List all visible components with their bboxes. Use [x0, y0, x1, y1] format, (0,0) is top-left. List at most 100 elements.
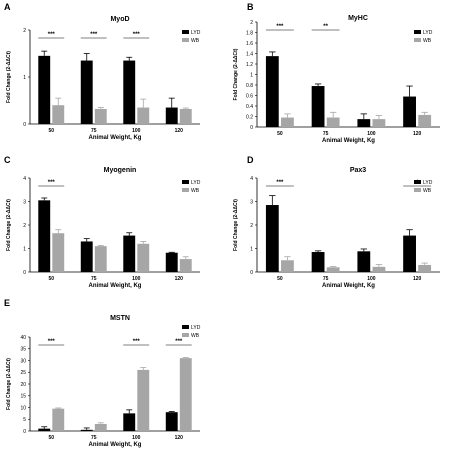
y-axis-label-b: Fold Change (2-ΔΔCt): [233, 48, 239, 100]
bar-a-lyd-120: [165, 107, 178, 124]
x-tick-label-a: 50: [48, 128, 54, 134]
bar-a-lyd-50: [38, 55, 51, 124]
bar-a-lyd-100: [123, 60, 136, 124]
legend-label-e-lyd: LYD: [191, 325, 201, 331]
y-tick-label-d: 3: [250, 199, 253, 205]
y-tick-label-d: 2: [250, 223, 253, 229]
bar-c-wb-75: [94, 246, 107, 272]
significance-label-e-50: ***: [48, 339, 56, 345]
y-tick-label-b: 0.2: [246, 114, 253, 120]
y-axis-label-d: Fold Change (2-ΔΔCt): [233, 199, 239, 251]
bar-e-lyd-50: [38, 428, 51, 431]
x-axis-label-d: Animal Weight, Kg: [322, 283, 375, 289]
y-tick-label-e: 35: [20, 347, 26, 353]
x-tick-label-a: 75: [91, 128, 97, 134]
chart-title-a: MyoD: [110, 16, 129, 23]
x-tick-label-c: 50: [48, 276, 54, 282]
y-tick-label-e: 30: [20, 358, 26, 364]
x-tick-label-d: 120: [413, 276, 422, 282]
significance-label-a-50: ***: [48, 32, 56, 38]
y-tick-label-c: 1: [23, 246, 26, 252]
bar-d-lyd-50: [265, 205, 279, 272]
legend-swatch-a-wb: [182, 38, 189, 42]
legend-label-c-wb: WB: [191, 188, 200, 194]
bar-d-wb-120: [418, 264, 432, 272]
y-tick-label-b: 1.2: [246, 62, 253, 68]
significance-label-c-50: ***: [48, 180, 56, 186]
bar-d-lyd-100: [357, 251, 371, 272]
y-tick-label-b: 1: [250, 72, 253, 78]
x-tick-label-e: 120: [175, 435, 184, 441]
y-tick-label-e: 20: [20, 382, 26, 388]
x-tick-label-c: 100: [132, 276, 141, 282]
x-tick-label-d: 50: [277, 276, 283, 282]
panel-letter-a: A: [4, 2, 11, 12]
y-tick-label-d: 4: [250, 176, 253, 182]
legend-swatch-b-lyd: [414, 30, 421, 34]
bar-d-wb-50: [281, 260, 294, 272]
bar-c-wb-100: [137, 243, 150, 272]
y-tick-label-a: 2: [23, 28, 26, 34]
y-tick-label-e: 0: [23, 429, 26, 435]
legend-label-b-wb: WB: [423, 38, 432, 44]
bar-b-lyd-50: [265, 56, 279, 127]
y-tick-label-b: 2: [250, 20, 253, 26]
panel-letter-d: D: [247, 155, 254, 165]
x-tick-label-d: 100: [367, 276, 376, 282]
bar-d-lyd-120: [403, 235, 416, 272]
y-tick-label-e: 40: [20, 335, 26, 341]
bar-d-lyd-75: [311, 252, 325, 272]
panel-letter-c: C: [4, 155, 11, 165]
legend-label-d-wb: WB: [423, 188, 432, 194]
y-tick-label-d: 0: [250, 270, 253, 276]
significance-label-d-50: ***: [276, 180, 284, 186]
bar-a-wb-120: [179, 108, 192, 124]
bar-a-lyd-75: [80, 60, 93, 124]
y-tick-label-d: 1: [250, 246, 253, 252]
bar-e-wb-120: [179, 358, 192, 431]
y-tick-label-b: 0.4: [246, 104, 253, 110]
bar-c-lyd-100: [123, 235, 136, 272]
legend-swatch-e-lyd: [182, 325, 189, 329]
bar-c-lyd-75: [80, 241, 93, 272]
x-axis-label-b: Animal Weight, Kg: [322, 138, 375, 144]
legend-swatch-c-wb: [182, 188, 189, 192]
x-tick-label-e: 50: [48, 435, 54, 441]
bar-e-wb-50: [52, 408, 65, 431]
x-axis-label-c: Animal Weight, Kg: [89, 283, 142, 289]
y-axis-label-c: Fold Change (2-ΔΔCt): [6, 199, 12, 251]
y-tick-label-b: 0.8: [246, 83, 253, 89]
bar-e-wb-100: [137, 369, 150, 431]
y-tick-label-c: 0: [23, 270, 26, 276]
legend-swatch-e-wb: [182, 333, 189, 337]
panel-letter-e: E: [4, 298, 10, 308]
chart-title-d: Pax3: [350, 167, 366, 174]
bar-c-lyd-120: [165, 252, 178, 272]
y-tick-label-e: 15: [20, 394, 26, 400]
y-tick-label-e: 25: [20, 370, 26, 376]
x-tick-label-b: 50: [277, 131, 283, 137]
legend-label-a-lyd: LYD: [191, 30, 201, 36]
y-tick-label-c: 2: [23, 223, 26, 229]
x-axis-label-e: Animal Weight, Kg: [89, 442, 142, 448]
significance-label-a-100: ***: [133, 32, 141, 38]
y-tick-label-c: 4: [23, 176, 26, 182]
y-tick-label-a: 1: [23, 75, 26, 81]
y-tick-label-b: 0: [250, 125, 253, 131]
y-tick-label-e: 10: [20, 405, 26, 411]
bar-e-lyd-75: [80, 429, 93, 431]
bar-c-wb-50: [52, 233, 65, 272]
y-axis-label-e: Fold Change (2-ΔΔCt): [6, 358, 12, 410]
bar-a-wb-100: [137, 107, 150, 124]
x-tick-label-b: 120: [413, 131, 422, 137]
legend-label-d-lyd: LYD: [423, 180, 433, 186]
bar-b-wb-120: [418, 114, 432, 127]
bar-b-wb-75: [326, 117, 340, 127]
bar-b-lyd-75: [311, 86, 325, 127]
legend-swatch-a-lyd: [182, 30, 189, 34]
bar-e-lyd-120: [165, 412, 178, 431]
y-tick-label-b: 1.8: [246, 30, 253, 36]
y-tick-label-b: 1.6: [246, 41, 253, 47]
significance-label-b-75: **: [323, 24, 328, 30]
